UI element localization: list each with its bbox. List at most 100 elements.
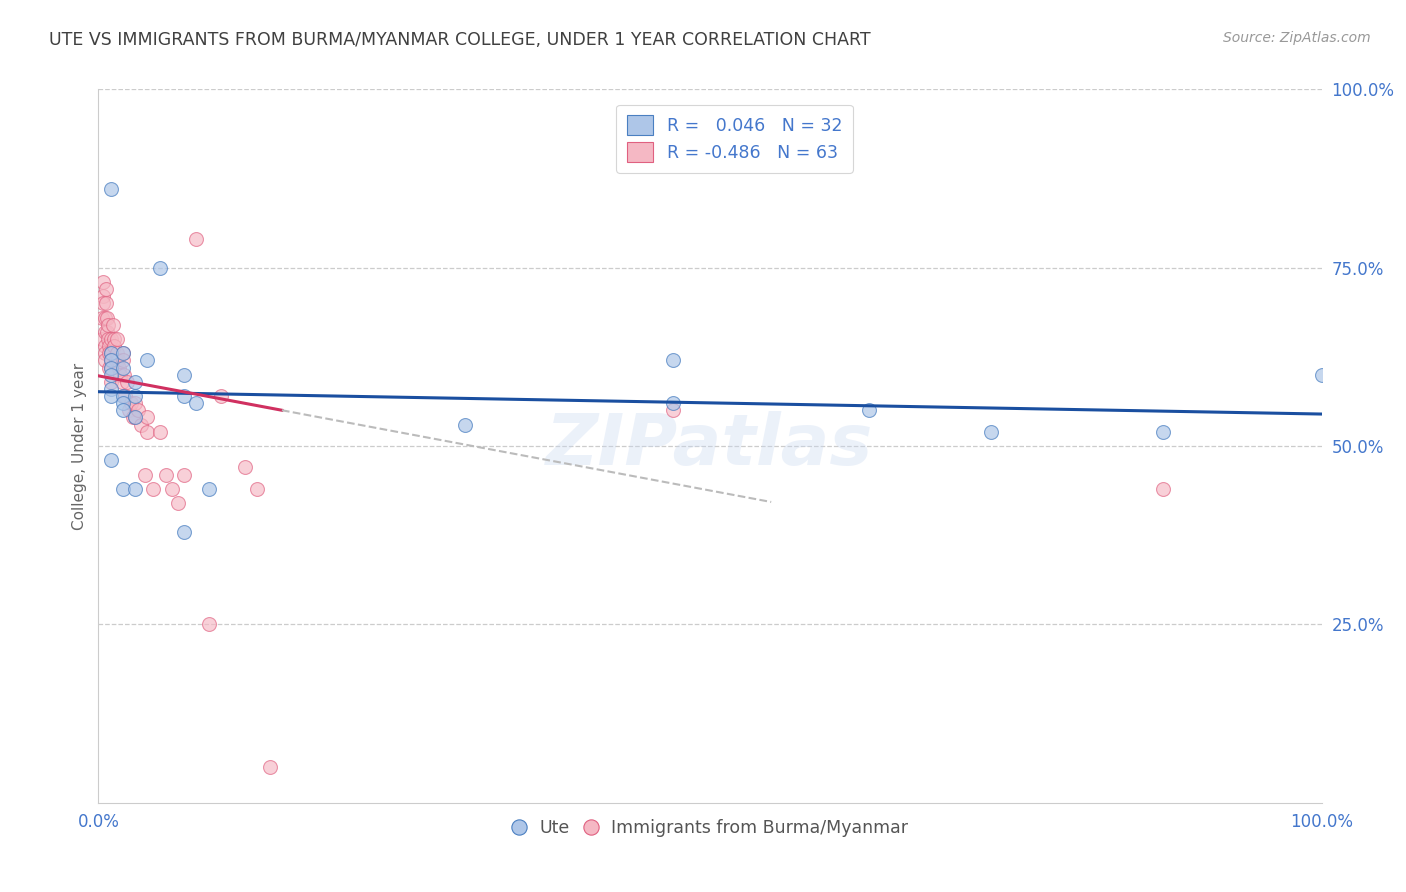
- Point: [173, 467, 195, 482]
- Point: [149, 260, 172, 275]
- Point: [124, 389, 146, 403]
- Point: [98, 339, 121, 353]
- Point: [93, 325, 115, 339]
- Point: [108, 360, 131, 375]
- Point: [100, 353, 122, 368]
- Point: [1310, 368, 1333, 382]
- Point: [233, 460, 256, 475]
- Point: [97, 332, 120, 346]
- Point: [111, 482, 134, 496]
- Point: [110, 368, 132, 382]
- Point: [100, 360, 122, 375]
- Point: [173, 389, 195, 403]
- Point: [93, 353, 115, 368]
- Point: [94, 282, 117, 296]
- Point: [197, 482, 219, 496]
- Point: [209, 389, 232, 403]
- Point: [186, 232, 208, 246]
- Point: [167, 496, 190, 510]
- Point: [111, 360, 134, 375]
- Point: [100, 382, 122, 396]
- Point: [124, 482, 146, 496]
- Point: [93, 339, 115, 353]
- Point: [124, 375, 146, 389]
- Point: [100, 360, 122, 375]
- Point: [112, 368, 135, 382]
- Point: [111, 396, 134, 410]
- Point: [91, 289, 114, 303]
- Point: [662, 353, 685, 368]
- Text: ZIPatlas: ZIPatlas: [547, 411, 873, 481]
- Point: [93, 346, 115, 360]
- Point: [186, 396, 208, 410]
- Point: [114, 389, 136, 403]
- Point: [91, 332, 114, 346]
- Point: [91, 310, 114, 325]
- Y-axis label: College, Under 1 year: College, Under 1 year: [72, 362, 87, 530]
- Point: [100, 389, 122, 403]
- Point: [98, 360, 121, 375]
- Point: [100, 353, 122, 368]
- Point: [111, 346, 134, 360]
- Point: [107, 353, 129, 368]
- Point: [115, 375, 138, 389]
- Point: [662, 403, 685, 417]
- Point: [136, 353, 159, 368]
- Point: [858, 403, 880, 417]
- Point: [101, 318, 124, 332]
- Point: [96, 310, 118, 325]
- Point: [124, 410, 146, 425]
- Point: [259, 760, 281, 774]
- Point: [104, 353, 127, 368]
- Point: [197, 617, 219, 632]
- Point: [103, 339, 125, 353]
- Point: [134, 467, 156, 482]
- Point: [246, 482, 269, 496]
- Point: [120, 396, 142, 410]
- Point: [121, 410, 143, 425]
- Point: [93, 310, 115, 325]
- Text: UTE VS IMMIGRANTS FROM BURMA/MYANMAR COLLEGE, UNDER 1 YEAR CORRELATION CHART: UTE VS IMMIGRANTS FROM BURMA/MYANMAR COL…: [49, 31, 870, 49]
- Point: [94, 296, 117, 310]
- Point: [124, 410, 146, 425]
- Point: [662, 396, 685, 410]
- Point: [155, 467, 177, 482]
- Point: [136, 425, 159, 439]
- Point: [91, 296, 114, 310]
- Point: [91, 275, 114, 289]
- Point: [100, 375, 122, 389]
- Point: [97, 318, 120, 332]
- Point: [124, 396, 146, 410]
- Point: [111, 389, 134, 403]
- Point: [100, 182, 122, 196]
- Point: [96, 325, 118, 339]
- Point: [105, 332, 128, 346]
- Point: [1152, 425, 1174, 439]
- Point: [111, 375, 134, 389]
- Point: [111, 346, 134, 360]
- Point: [1152, 482, 1174, 496]
- Point: [149, 425, 172, 439]
- Point: [111, 353, 134, 368]
- Point: [98, 346, 121, 360]
- Point: [160, 482, 183, 496]
- Point: [127, 403, 149, 417]
- Text: Source: ZipAtlas.com: Source: ZipAtlas.com: [1223, 31, 1371, 45]
- Point: [105, 346, 128, 360]
- Point: [100, 453, 122, 467]
- Point: [142, 482, 165, 496]
- Legend: Ute, Immigrants from Burma/Myanmar: Ute, Immigrants from Burma/Myanmar: [505, 813, 915, 844]
- Point: [100, 368, 122, 382]
- Point: [173, 368, 195, 382]
- Point: [118, 403, 141, 417]
- Point: [111, 403, 134, 417]
- Point: [100, 332, 122, 346]
- Point: [129, 417, 152, 432]
- Point: [454, 417, 477, 432]
- Point: [103, 332, 125, 346]
- Point: [173, 524, 195, 539]
- Point: [136, 410, 159, 425]
- Point: [100, 346, 122, 360]
- Point: [980, 425, 1002, 439]
- Point: [100, 346, 122, 360]
